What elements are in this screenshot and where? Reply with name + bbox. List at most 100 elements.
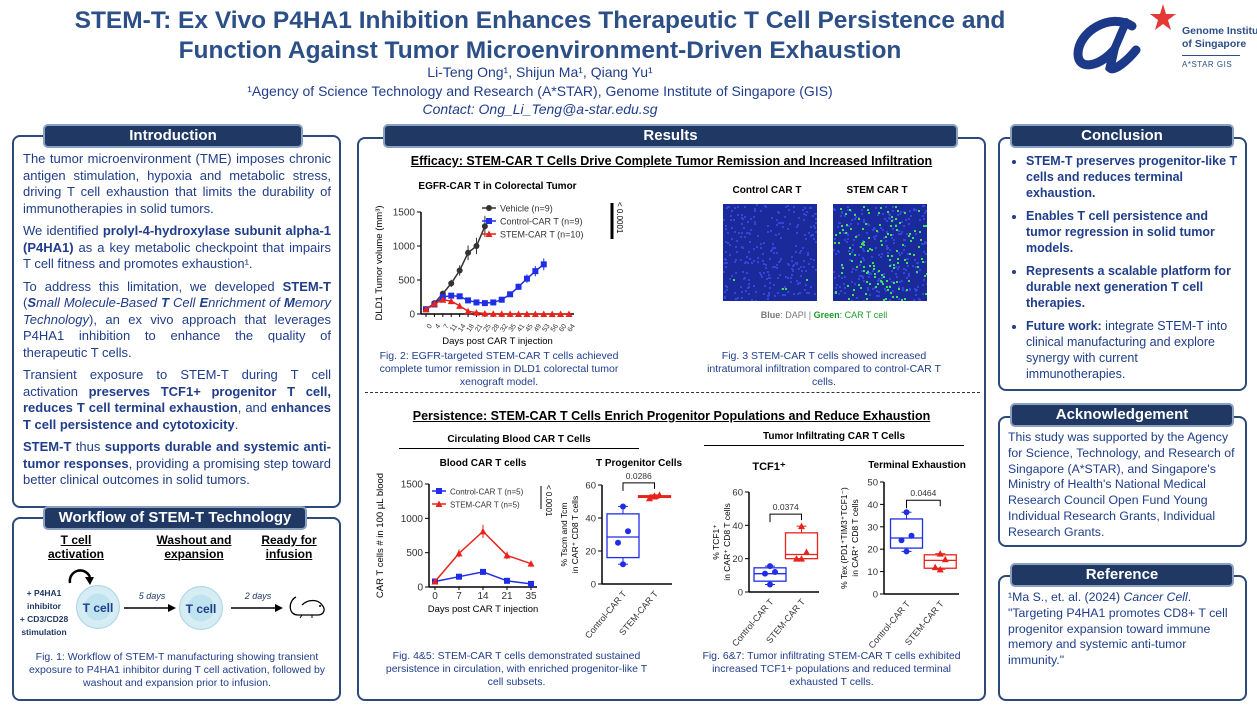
persistence-title: Persistence: STEM-CAR T Cells Enrich Pro…	[359, 409, 984, 423]
gis-logo: Genome Institute of Singapore A*STAR GIS	[1070, 2, 1257, 76]
data-point	[457, 267, 463, 273]
text-run: We identified	[23, 223, 103, 238]
text-run: thus	[71, 439, 104, 454]
circulating-title: Circulating Blood CAR T Cells	[399, 434, 639, 445]
intro-paragraph: To address this limitation, we developed…	[23, 279, 331, 362]
conclusion-item: STEM-T preserves progenitor-like T cells…	[1026, 153, 1240, 201]
control-car-t-microscopy-image	[723, 204, 817, 301]
text-run: mall Molecule-Based	[36, 295, 161, 310]
recycle-arrow-icon	[66, 565, 96, 587]
data-point	[524, 276, 530, 282]
data-point	[465, 297, 471, 303]
text-run: .	[235, 417, 239, 432]
introduction-panel: The tumor microenvironment (TME) imposes…	[12, 135, 341, 508]
text-run: To address this limitation, we developed	[23, 279, 283, 294]
data-point	[762, 571, 768, 577]
text-run: Future work:	[1026, 319, 1102, 333]
acknowledgement-panel: This study was supported by the Agency f…	[998, 416, 1247, 547]
data-point	[625, 528, 631, 534]
efficacy-title: Efficacy: STEM-CAR T Cells Drive Complet…	[359, 154, 984, 168]
data-point	[504, 578, 510, 584]
y-tick-label: 0	[417, 583, 423, 594]
data-point	[767, 563, 773, 569]
p-value: 0.0286	[626, 471, 652, 481]
data-point	[528, 581, 534, 587]
t-cell-icon-1: T cell	[76, 585, 120, 629]
y-axis-label: in CAR⁺ CD8 T cells	[722, 503, 732, 580]
figure-7-exhaustion-chart: Terminal Exhaustion01020304050Control-CA…	[829, 452, 979, 652]
text-run: , and	[238, 400, 271, 415]
legend-green-text: : CAR T cell	[840, 310, 888, 320]
data-point	[909, 533, 915, 539]
data-point	[532, 268, 538, 274]
y-tick-label: 0	[409, 310, 415, 321]
results-heading: Results	[385, 126, 956, 146]
fig3-legend: Blue: DAPI | Green: CAR T cell	[719, 310, 929, 320]
reference-text: ¹Ma S., et. al. (2024) Cancer Cell. "Targ…	[1008, 590, 1240, 669]
conclusion-item: Enables T cell persistence and tumor reg…	[1026, 208, 1240, 256]
legend-label: Vehicle (n=9)	[500, 204, 553, 214]
chart-title: TCF1⁺	[752, 461, 786, 473]
data-point	[448, 280, 454, 286]
chart-title: T Progenitor Cells	[596, 458, 683, 469]
text-run: Cell	[169, 295, 199, 310]
acknowledgement-text: This study was supported by the Agency f…	[1008, 430, 1244, 541]
data-point	[615, 540, 621, 546]
conclusion-list: STEM-T preserves progenitor-like T cells…	[1008, 153, 1240, 389]
y-tick-label: 20	[867, 545, 878, 556]
intro-paragraph: The tumor microenvironment (TME) imposes…	[23, 151, 331, 217]
chart-title: Terminal Exhaustion	[868, 460, 966, 471]
conclusion-item: Future work: integrate STEM-T into clini…	[1026, 318, 1240, 382]
data-point	[904, 548, 910, 554]
x-axis-label: Days post CAR T injection	[428, 604, 539, 615]
legend-marker	[436, 488, 442, 494]
legend-label: STEM-CAR T (n=5)	[450, 501, 520, 510]
workflow-step-3: Ready for infusion	[254, 533, 324, 561]
mouse-icon	[288, 593, 328, 619]
data-point	[480, 528, 487, 535]
y-tick-label: 30	[867, 522, 878, 533]
y-axis-label: % Tscm and Tcm	[559, 503, 569, 567]
figure-2-caption: Fig. 2: EGFR-targeted STEM-CAR T cells a…	[369, 350, 629, 389]
legend-blue: Blue	[761, 310, 781, 320]
chart-title: EGFR-CAR T in Colorectal Tumor	[418, 181, 576, 192]
data-point	[803, 549, 810, 556]
reference-journal: Cancer Cell	[1124, 590, 1188, 604]
chart-title: Blood CAR T cells	[440, 458, 527, 469]
y-tick-label: 500	[406, 548, 423, 559]
fig3-label-stem: STEM CAR T	[827, 185, 927, 196]
y-axis-label: DLD1 Tumor volume (mm³)	[374, 205, 385, 320]
data-point	[507, 291, 513, 297]
intro-paragraph: Transient exposure to STEM-T during T ce…	[23, 367, 331, 433]
authors: Li-Teng Ong¹, Shijun Ma¹, Qiang Yu¹	[0, 64, 1080, 80]
data-point	[473, 299, 479, 305]
data-point	[772, 569, 778, 575]
workflow-step-2: Washout and expansion	[144, 533, 244, 561]
data-point	[473, 243, 479, 249]
legend-label: Control-CAR T (n=5)	[450, 488, 524, 497]
introduction-body: The tumor microenvironment (TME) imposes…	[23, 151, 331, 495]
workflow-panel: T cell activation Washout and expansion …	[12, 517, 341, 701]
reference-title: "Targeting P4HA1 promotes CD8+ T cell pr…	[1008, 606, 1228, 667]
y-tick-label: 60	[585, 481, 596, 492]
box	[891, 519, 923, 548]
y-tick-label: 0	[738, 588, 743, 599]
y-tick-label: 1000	[393, 242, 416, 253]
data-point	[620, 503, 626, 509]
input-p4ha1-inhibitor: + P4HA1 inhibitor	[16, 587, 72, 613]
conclusion-heading: Conclusion	[1012, 126, 1232, 146]
y-axis-label: in CAR⁺ CD8 T cells	[570, 496, 580, 573]
figure-4-blood-car-t-chart: Blood CAR T cells0500100015000 7 14 21 35Day…	[369, 452, 554, 622]
box	[607, 514, 639, 558]
legend-separator: |	[806, 310, 813, 320]
p-value: 0.0374	[773, 502, 799, 512]
y-tick-label: 20	[732, 554, 743, 565]
arrow-label-2-days: 2 days	[232, 591, 284, 601]
significance-label: < 0.0001	[544, 485, 553, 517]
text-run: STEM-T preserves progenitor-like T cells…	[1026, 154, 1237, 200]
figure-1-caption: Fig. 1: Workflow of STEM-T manufacturing…	[22, 651, 332, 690]
text-run: Enables T cell persistence and tumor reg…	[1026, 209, 1215, 255]
text-run: The tumor microenvironment (TME) imposes…	[23, 151, 331, 216]
text-run: S	[27, 295, 36, 310]
text-run: M	[284, 295, 295, 310]
